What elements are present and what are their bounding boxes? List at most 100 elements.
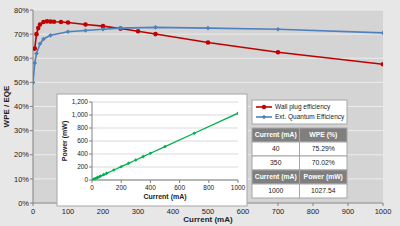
data-point — [236, 111, 238, 115]
grid-line — [92, 128, 238, 129]
y-tick-label: 70% — [14, 30, 29, 39]
data-point — [59, 20, 64, 25]
y-tick-label: 10% — [14, 175, 29, 184]
data-point — [206, 40, 211, 45]
data-point — [83, 22, 88, 27]
data-point — [206, 26, 211, 31]
data-point — [118, 26, 123, 31]
data-point — [34, 51, 39, 56]
y-tick-label: 80% — [14, 6, 29, 15]
data-point — [34, 32, 39, 37]
y-tick-label: 1,200 — [72, 98, 89, 105]
table-header-text: Current (mA) — [255, 173, 297, 181]
x-tick-label: 1000 — [231, 184, 246, 191]
series-line — [35, 21, 383, 64]
x-tick-label: 400 — [167, 207, 180, 216]
data-point — [163, 145, 167, 149]
data-point — [381, 31, 383, 36]
data-point — [153, 32, 158, 37]
table-header-cell — [252, 128, 300, 142]
x-axis-label: Current (mA) — [183, 215, 233, 224]
table-header-text: Current (mA) — [255, 131, 297, 139]
y-tick-label: 40% — [14, 102, 29, 111]
x-tick-label: 1000 — [375, 207, 392, 216]
data-point — [192, 131, 196, 135]
x-tick-label: 700 — [272, 207, 285, 216]
table-header-cell — [300, 170, 348, 184]
table-cell — [300, 156, 348, 170]
x-axis — [92, 180, 238, 181]
x-tick-label: 300 — [132, 207, 145, 216]
x-tick-label: 900 — [342, 207, 355, 216]
data-point — [112, 168, 116, 172]
data-point — [141, 155, 145, 159]
y-tick-label: 600 — [77, 137, 88, 144]
data-point — [66, 29, 71, 34]
grid-line — [33, 10, 383, 11]
y-tick-label: 20% — [14, 150, 29, 159]
grid-line — [92, 167, 238, 168]
data-point — [48, 33, 53, 38]
data-point — [105, 172, 109, 176]
data-point — [119, 165, 123, 169]
data-point — [52, 20, 57, 25]
table-cell — [252, 156, 300, 170]
table-cell — [300, 142, 348, 156]
legend-marker — [262, 115, 266, 119]
data-point — [118, 26, 123, 31]
data-point — [134, 158, 138, 162]
table-cell-text: 1000 — [268, 187, 283, 194]
legend-label: Ext. Quantum Efficiency — [275, 113, 345, 121]
x-tick-label: 600 — [237, 207, 250, 216]
data-point — [33, 46, 37, 51]
plot-area — [92, 102, 238, 180]
x-tick-label: 400 — [145, 184, 156, 191]
table-cell-text: 75.29% — [312, 145, 335, 152]
y-tick-label: 30% — [14, 126, 29, 135]
table-cell-text: 1027.54 — [311, 187, 336, 194]
grid-line — [92, 115, 238, 116]
grid-line — [33, 82, 383, 83]
legend-box — [252, 100, 347, 124]
series-group — [92, 111, 238, 180]
series-line — [93, 113, 238, 179]
data-point — [41, 37, 46, 42]
data-point — [33, 80, 35, 85]
data-point — [149, 151, 153, 155]
x-tick-label: 600 — [174, 184, 185, 191]
x-tick-label: 0 — [31, 207, 35, 216]
x-tick-label: 200 — [97, 207, 110, 216]
data-point — [153, 25, 158, 30]
y-axis-label: WPE / EQE — [2, 85, 11, 127]
table-cell — [300, 184, 348, 198]
data-point — [136, 29, 141, 34]
series-group — [33, 19, 383, 85]
grid-line — [92, 102, 238, 103]
table: Current (mA) WPE (%) 40 75.29% 350 70.02% Curr… — [252, 128, 347, 198]
y-tick-label: 400 — [77, 150, 88, 157]
legend: Wall plug efficiency Ext. Quantum Efficie… — [252, 100, 347, 124]
legend-marker — [262, 105, 266, 109]
table-header-cell — [300, 128, 348, 142]
x-axis-label: Current (mA) — [143, 193, 186, 201]
table-header-text: WPE (%) — [309, 131, 337, 139]
y-tick-label: 800 — [77, 124, 88, 131]
table-cell-text: 70.02% — [312, 159, 335, 166]
y-axis — [92, 102, 93, 180]
chart-root: 0%10%20%30%40%50%60%70%80%01002003004005… — [0, 0, 400, 226]
grid-line — [92, 154, 238, 155]
y-axis-label: Power (mW) — [61, 121, 69, 161]
inset-box — [57, 94, 247, 206]
data-point — [33, 61, 37, 66]
y-tick-label: 60% — [14, 54, 29, 63]
table-cell-text: 350 — [270, 159, 282, 166]
table-header-cell — [252, 170, 300, 184]
data-point — [83, 28, 88, 33]
data-point — [66, 20, 71, 25]
data-point — [276, 27, 281, 32]
y-tick-label: 0% — [18, 199, 29, 208]
series-line — [33, 27, 383, 82]
table-cell-text: 40 — [272, 145, 280, 152]
y-tick-label: 50% — [14, 78, 29, 87]
legend-label: Wall plug efficiency — [275, 103, 331, 111]
